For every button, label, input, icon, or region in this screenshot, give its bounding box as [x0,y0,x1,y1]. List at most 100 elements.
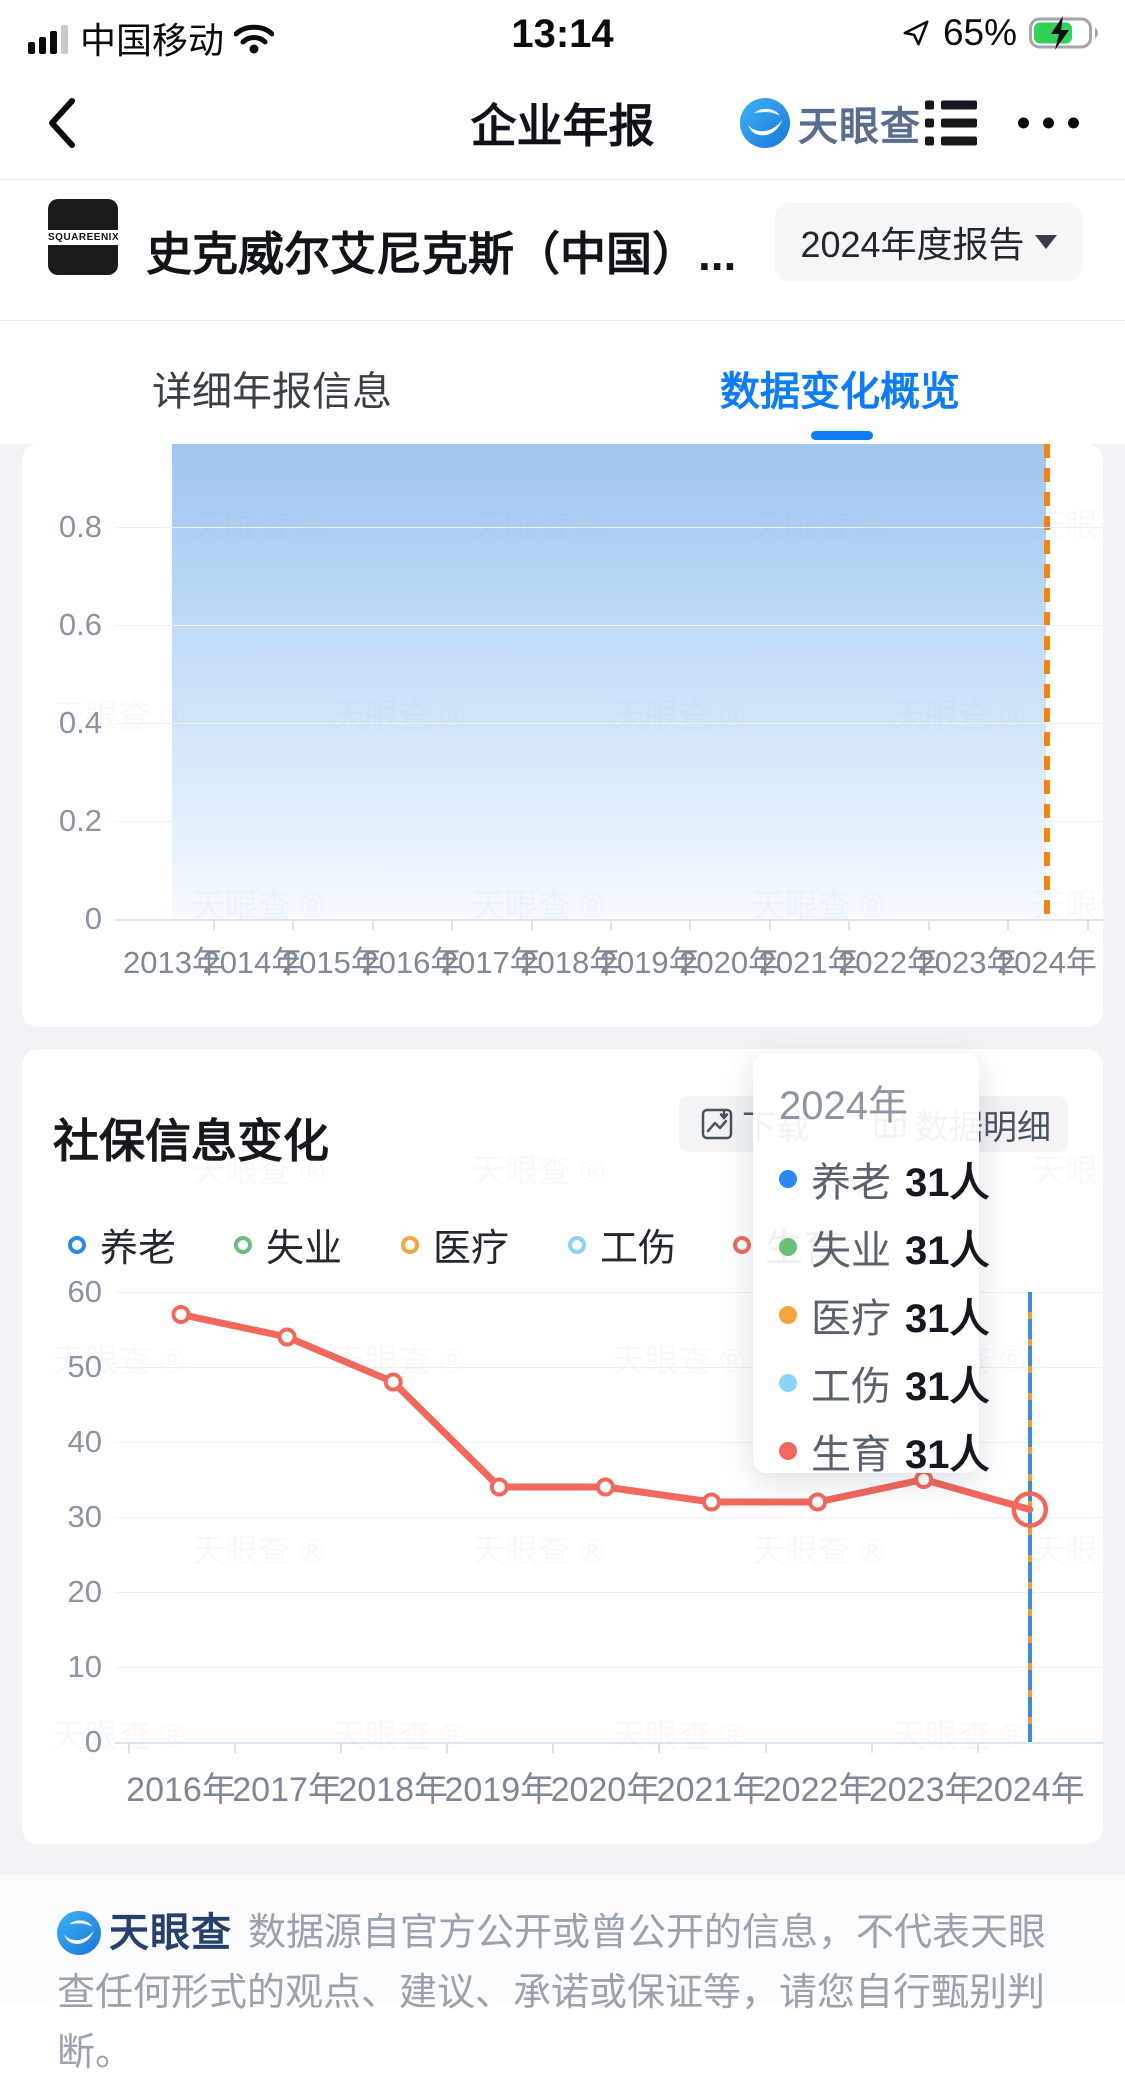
carrier-label: 中国移动 [80,20,225,61]
tianyancha-swirl-icon [57,1911,101,1955]
x-axis-label: 2019年 [599,945,700,980]
card-title: 社保信息变化 [53,1115,329,1167]
axis-tick [292,921,295,930]
x-axis-label: 2024年 [996,945,1097,980]
tooltip-series-label: 养老 [811,1161,891,1205]
brand-watermark: 天眼查 ® [332,697,465,734]
brand-logo[interactable]: 天眼查 [740,94,921,152]
brand-watermark: 天眼查 ® [752,1532,885,1569]
x-axis-label: 2020年 [679,945,780,980]
axis-tick [552,1744,555,1753]
x-axis-label: 2017年 [232,1771,342,1809]
axis-tick [927,921,930,930]
data-point[interactable] [702,1492,721,1512]
tooltip-row: 失业 31人 [779,1213,990,1281]
x-axis-label: 2023年 [917,945,1018,980]
x-axis-label: 2017年 [440,945,541,980]
data-point-emphasized[interactable] [1011,1491,1049,1528]
legend-ring-icon [401,1235,419,1254]
legend-item-4[interactable]: 工伤 [568,1217,676,1272]
brand-watermark: 天眼查 ® [1032,507,1103,544]
disclaimer-footer: 天眼查 数据源自官方公开或曾公开的信息，不代表天眼查任何形式的观点、建议、承诺或… [0,1875,1125,2074]
axis-tick [1007,921,1010,930]
brand-watermark: 天眼查 ® [52,1717,185,1754]
data-point[interactable] [277,1327,297,1347]
back-button[interactable] [44,95,84,151]
legend-item-1[interactable]: 养老 [68,1217,176,1272]
y-axis-label: 0.6 [58,607,102,642]
tooltip-series-label: 医疗 [811,1297,891,1341]
brand-watermark: 天眼查 ® [192,887,325,924]
axis-tick [371,921,374,930]
series-dot-icon [779,1238,797,1256]
data-point[interactable] [171,1305,191,1324]
y-axis-label: 0 [84,1724,102,1759]
x-axis-label: 2014年 [202,945,303,980]
axis-tick [609,921,612,930]
axis-tick [848,921,851,930]
axis-tick [340,1744,343,1753]
axis-tick [658,1744,661,1753]
report-year-label: 2024年度报告 [800,224,1025,265]
company-row: SQUAREENIX 史克威尔艾尼克斯（中国）... 2024年度报告 [0,181,1125,321]
x-axis-label: 2020年 [550,1771,661,1809]
gridline [115,1442,1103,1443]
axis-tick [768,921,771,930]
tooltip-series-value: 31人 [905,1365,990,1409]
tab-detailed-report[interactable]: 详细年报信息 [152,370,392,414]
footer-brand-name: 天眼查 [109,1911,232,1955]
brand-watermark: 天眼查 ® [1032,887,1103,924]
x-axis-label: 2015年 [281,945,382,980]
series-dot-icon [779,1306,797,1324]
axis-tick [976,1744,979,1753]
brand-watermark: 天眼查 ® [892,697,1025,734]
series-dot-icon [779,1170,797,1188]
report-year-dropdown[interactable]: 2024年度报告 [775,203,1082,281]
watermark-layer: 天眼查 ® 天眼查 ® 天眼查 ® 天眼查 ® 天眼查 ® 天眼查 ® 天眼查 ® 天眼查 ®… [22,444,1103,1027]
gridline [115,527,1103,528]
brand-watermark: 天眼查 ® [612,1342,745,1379]
legend-ring-icon [234,1235,252,1254]
x-axis-label: 2018年 [520,945,621,980]
gridline [115,1367,1103,1368]
data-point[interactable] [383,1372,403,1392]
brand-watermark: 天眼查 ® [472,1532,605,1569]
report-list-icon[interactable] [925,100,977,145]
highlight-year-line-orange [1044,444,1050,919]
legend-item-2[interactable]: 失业 [234,1217,342,1272]
legend-ring-icon [68,1235,86,1254]
nav-header: 企业年报 天眼查 [0,66,1125,180]
data-point[interactable] [595,1477,615,1497]
gridline [115,821,1103,822]
caret-down-icon [1034,235,1057,249]
y-axis-label: 30 [67,1499,102,1534]
gridline [115,1667,1103,1668]
y-axis-label: 0.8 [58,509,102,544]
tooltip-row: 医疗 31人 [779,1281,990,1349]
brand-watermark: 天眼查 ® [472,1152,605,1189]
axis-tick [127,1744,130,1753]
data-point[interactable] [808,1492,828,1512]
brand-watermark: 天眼查 ® [1032,1152,1103,1189]
data-point[interactable] [489,1477,509,1497]
annual-chart-axes: 0.8 0.6 0.4 0.2 0 2013年 2014年 2015年 2016年 2017年 20… [22,444,1103,1027]
x-axis-label: 2019年 [444,1771,555,1809]
more-options-icon[interactable] [1018,117,1079,128]
x-axis-label: 2013年 [123,945,223,980]
axis-tick [689,921,692,930]
brand-watermark: 天眼查 ® [52,1342,185,1379]
axis-tick [212,921,215,930]
gridline [115,1517,1103,1518]
y-axis-label: 50 [67,1349,102,1384]
legend-ring-icon [568,1235,586,1254]
area-series-fill [172,444,1046,919]
x-axis-label: 2023年 [868,1771,979,1809]
tab-data-change-overview[interactable]: 数据变化概览 [720,370,960,414]
tooltip-series-label: 失业 [811,1229,891,1273]
status-bar: 中国移动 13:14 65% [0,0,1125,66]
brand-watermark: 天眼查 ® [472,887,605,924]
x-axis-label: 2022年 [838,945,939,980]
wifi-icon [234,24,275,54]
highlight-year-line-blue [1028,1292,1032,1742]
legend-item-3[interactable]: 医疗 [401,1217,509,1272]
